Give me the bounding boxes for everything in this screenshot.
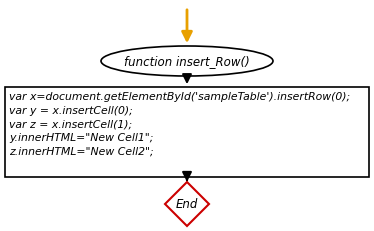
Text: function insert_Row(): function insert_Row() xyxy=(124,55,250,68)
Text: var x=document.getElementById('sampleTable').insertRow(0);
var y = x.insertCell(: var x=document.getElementById('sampleTab… xyxy=(9,92,350,156)
Polygon shape xyxy=(165,182,209,226)
FancyBboxPatch shape xyxy=(5,88,369,177)
Text: End: End xyxy=(176,198,198,211)
Ellipse shape xyxy=(101,47,273,77)
